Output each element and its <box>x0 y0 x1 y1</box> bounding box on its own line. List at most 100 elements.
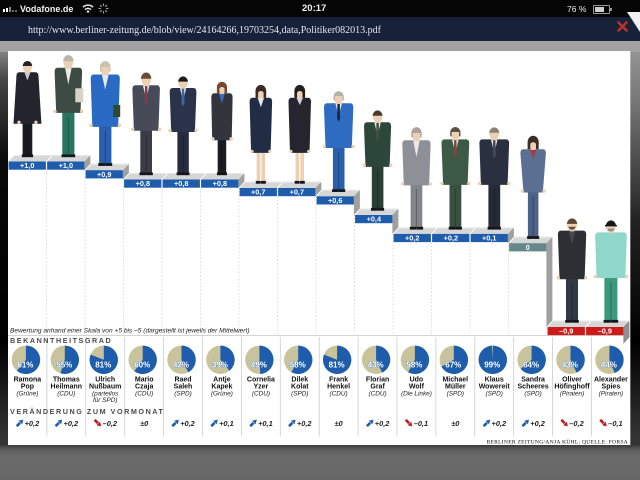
svg-text:43%: 43% <box>368 361 384 370</box>
svg-text:–0,2: –0,2 <box>569 419 584 428</box>
svg-text:Henkel: Henkel <box>327 384 350 391</box>
svg-text:(SPD): (SPD) <box>447 391 464 398</box>
svg-text:+0,2: +0,2 <box>180 419 195 428</box>
svg-text:Kolat: Kolat <box>291 384 309 391</box>
svg-text:Yzer: Yzer <box>254 384 269 391</box>
svg-text:Cornelia: Cornelia <box>247 377 275 384</box>
svg-text:BERLINER ZEITUNG/ANJA KÜHL; QU: BERLINER ZEITUNG/ANJA KÜHL; QUELLE: FORS… <box>486 439 628 446</box>
svg-text:Czaja: Czaja <box>135 384 153 391</box>
svg-text:VERÄNDERUNG ZUM VORMONAT: VERÄNDERUNG ZUM VORMONAT <box>10 407 164 416</box>
svg-text:Ramona: Ramona <box>14 377 42 384</box>
svg-text:(CDU): (CDU) <box>330 391 348 398</box>
svg-text:(SPD): (SPD) <box>485 391 502 398</box>
svg-text:67%: 67% <box>445 361 461 370</box>
svg-text:Ulrich: Ulrich <box>95 377 115 384</box>
svg-text:–0,1: –0,1 <box>608 419 622 428</box>
svg-text:Pop: Pop <box>21 384 34 391</box>
svg-text:–0,2: –0,2 <box>103 419 118 428</box>
svg-text:Bewertung anhand einer Skala v: Bewertung anhand einer Skala von +5 bis … <box>10 328 250 335</box>
svg-text:+1,0: +1,0 <box>59 161 73 170</box>
svg-text:55%: 55% <box>56 361 72 370</box>
svg-text:64%: 64% <box>523 361 539 370</box>
svg-text:+0,2: +0,2 <box>25 419 40 428</box>
svg-text:+0,2: +0,2 <box>444 234 458 243</box>
svg-text:+0,2: +0,2 <box>492 419 507 428</box>
svg-text:±0: ±0 <box>140 419 149 428</box>
svg-text:+0,2: +0,2 <box>375 419 390 428</box>
svg-text:+0,2: +0,2 <box>297 419 312 428</box>
svg-text:–0,9: –0,9 <box>598 327 612 336</box>
svg-text:(CDU): (CDU) <box>57 391 75 398</box>
svg-text:Michael: Michael <box>442 377 468 384</box>
svg-text:+0,2: +0,2 <box>64 419 79 428</box>
svg-text:Klaus: Klaus <box>485 377 504 384</box>
svg-text:Graf: Graf <box>370 384 385 391</box>
svg-text:60%: 60% <box>134 361 150 370</box>
svg-text:BEKANNTHEITSGRAD: BEKANNTHEITSGRAD <box>10 336 112 345</box>
svg-text:(parteilos: (parteilos <box>92 391 119 398</box>
svg-text:+0,7: +0,7 <box>290 188 304 197</box>
svg-text:Raed: Raed <box>174 377 191 384</box>
svg-text:Höfinghoff: Höfinghoff <box>554 384 590 391</box>
svg-text:Florian: Florian <box>366 377 389 384</box>
svg-text:(CDU): (CDU) <box>252 391 270 398</box>
svg-text:Müller: Müller <box>445 384 466 391</box>
svg-text:0: 0 <box>526 243 530 252</box>
svg-text:+0,1: +0,1 <box>482 234 496 243</box>
svg-text:für SPD): für SPD) <box>93 397 118 404</box>
svg-text:(Piraten): (Piraten) <box>560 391 585 398</box>
svg-text:42%: 42% <box>173 361 189 370</box>
svg-text:Oliver: Oliver <box>562 377 582 384</box>
svg-text:+0,1: +0,1 <box>219 419 234 428</box>
svg-text:Dilek: Dilek <box>291 377 308 384</box>
svg-text:(SPD): (SPD) <box>174 391 191 398</box>
svg-text:Sandra: Sandra <box>521 377 545 384</box>
svg-text:(CDU): (CDU) <box>135 391 153 398</box>
svg-text:Frank: Frank <box>329 377 348 384</box>
svg-text:Heilmann: Heilmann <box>51 384 83 391</box>
svg-text:Wolf: Wolf <box>409 384 425 391</box>
svg-text:–0,9: –0,9 <box>559 327 573 336</box>
svg-text:81%: 81% <box>95 361 111 370</box>
svg-text:+0,8: +0,8 <box>136 179 150 188</box>
svg-text:81%: 81% <box>329 361 345 370</box>
svg-text:(Grüne): (Grüne) <box>16 391 38 398</box>
svg-text:61%: 61% <box>17 361 33 370</box>
svg-text:Mario: Mario <box>135 377 154 384</box>
svg-text:Alexander: Alexander <box>594 377 628 384</box>
svg-text:39%: 39% <box>212 361 228 370</box>
svg-text:+0,8: +0,8 <box>213 179 227 188</box>
svg-text:58%: 58% <box>290 361 306 370</box>
svg-text:Udo: Udo <box>410 377 424 384</box>
svg-text:Saleh: Saleh <box>174 384 193 391</box>
svg-text:44%: 44% <box>601 361 617 370</box>
svg-text:+0,6: +0,6 <box>328 196 342 205</box>
svg-text:43%: 43% <box>562 361 578 370</box>
svg-text:±0: ±0 <box>451 419 460 428</box>
svg-text:+0,2: +0,2 <box>530 419 545 428</box>
svg-text:Spies: Spies <box>602 384 621 391</box>
svg-text:+0,9: +0,9 <box>97 170 111 179</box>
svg-text:49%: 49% <box>251 361 267 370</box>
svg-text:+0,2: +0,2 <box>405 234 419 243</box>
svg-text:+0,4: +0,4 <box>367 215 382 224</box>
svg-text:–0,1: –0,1 <box>414 419 428 428</box>
svg-text:Thomas: Thomas <box>53 377 80 384</box>
svg-text:99%: 99% <box>484 361 500 370</box>
svg-text:Antje: Antje <box>213 377 231 384</box>
svg-text:(Grüne): (Grüne) <box>211 391 233 398</box>
svg-text:(Die Linke): (Die Linke) <box>401 391 432 398</box>
svg-text:Scheeres: Scheeres <box>518 384 549 391</box>
svg-text:(CDU): (CDU) <box>369 391 387 398</box>
svg-text:+0,1: +0,1 <box>258 419 273 428</box>
svg-text:+1,0: +1,0 <box>20 161 34 170</box>
svg-text:(Piraten): (Piraten) <box>599 391 624 398</box>
svg-text:Kapek: Kapek <box>211 384 232 391</box>
svg-text:(SPD): (SPD) <box>291 391 308 398</box>
svg-text:(SPD): (SPD) <box>524 391 541 398</box>
svg-text:±0: ±0 <box>335 419 344 428</box>
svg-text:58%: 58% <box>406 361 422 370</box>
svg-text:+0,7: +0,7 <box>251 188 265 197</box>
svg-text:Wowereit: Wowereit <box>479 384 511 391</box>
svg-text:Nußbaum: Nußbaum <box>89 384 121 391</box>
